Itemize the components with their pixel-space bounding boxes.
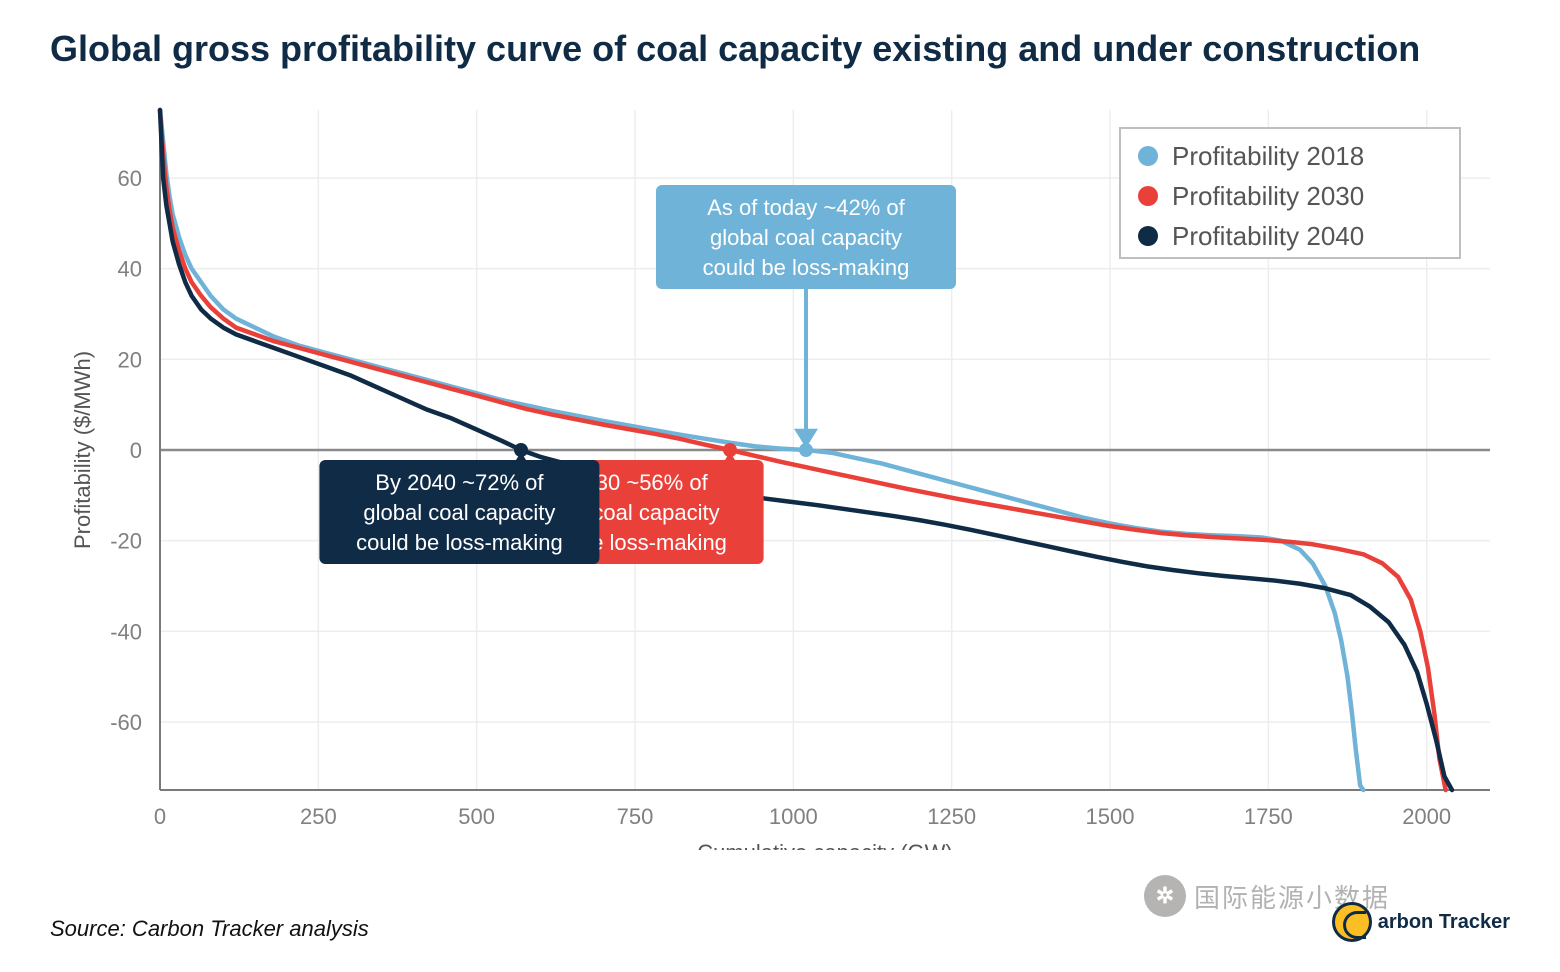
carbon-tracker-icon xyxy=(1332,902,1372,942)
y-tick-label: -40 xyxy=(110,619,142,644)
callout-text-line: global coal capacity xyxy=(363,500,555,525)
legend-label: Profitability 2040 xyxy=(1172,221,1364,251)
callout: By 2040 ~72% of global coal capacity could… xyxy=(319,460,599,564)
callout-text-line: As of today ~42% of xyxy=(707,195,905,220)
x-tick-label: 750 xyxy=(617,804,654,829)
carbon-tracker-logo-text: arbon Tracker xyxy=(1378,911,1510,934)
x-tick-label: 1750 xyxy=(1244,804,1293,829)
chart-title: Global gross profitability curve of coal… xyxy=(50,28,1510,70)
x-tick-label: 1250 xyxy=(927,804,976,829)
x-tick-label: 250 xyxy=(300,804,337,829)
callout-text-line: could be loss-making xyxy=(356,530,563,555)
chart-legend: Profitability 2018 Profitability 2030 Prof… xyxy=(1120,128,1460,258)
legend-label: Profitability 2018 xyxy=(1172,141,1364,171)
callout-text-line: global coal capacity xyxy=(710,225,902,250)
callout-text-line: By 2040 ~72% of xyxy=(375,470,544,495)
y-tick-label: 60 xyxy=(118,166,142,191)
y-tick-label: -20 xyxy=(110,529,142,554)
x-tick-label: 2000 xyxy=(1402,804,1451,829)
x-tick-label: 0 xyxy=(154,804,166,829)
callout: As of today ~42% of global coal capacity c… xyxy=(656,185,956,289)
legend-label: Profitability 2030 xyxy=(1172,181,1364,211)
y-tick-label: 0 xyxy=(130,438,142,463)
y-tick-label: -60 xyxy=(110,710,142,735)
x-axis-label: Cumulative capacity (GW) xyxy=(697,840,953,850)
callout-text-line: could be loss-making xyxy=(703,255,910,280)
legend-swatch xyxy=(1138,186,1158,206)
y-axis-label: Profitability ($/MWh) xyxy=(70,351,95,549)
y-tick-label: 20 xyxy=(118,347,142,372)
wechat-icon: ✲ xyxy=(1144,875,1186,917)
carbon-tracker-logo: arbon Tracker xyxy=(1332,902,1510,942)
source-credit: Source: Carbon Tracker analysis xyxy=(50,916,369,942)
profitability-chart-svg: -60 -40 -20 0 20 40 60 0 250 500 750 1000 1250 1500 17… xyxy=(50,90,1510,850)
legend-swatch xyxy=(1138,146,1158,166)
x-tick-label: 1000 xyxy=(769,804,818,829)
x-tick-label: 500 xyxy=(458,804,495,829)
y-tick-label: 40 xyxy=(118,257,142,282)
chart-area: -60 -40 -20 0 20 40 60 0 250 500 750 1000 1250 1500 17… xyxy=(50,90,1510,850)
x-tick-label: 1500 xyxy=(1086,804,1135,829)
legend-swatch xyxy=(1138,226,1158,246)
